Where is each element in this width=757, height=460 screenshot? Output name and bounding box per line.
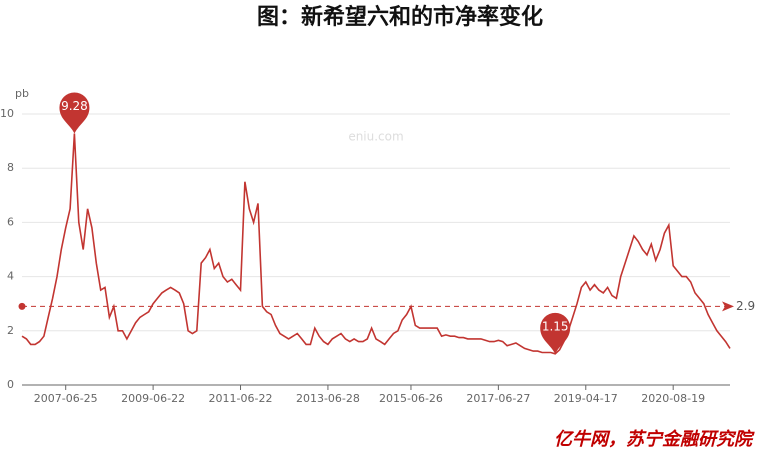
pin — [59, 92, 90, 134]
average-arrow — [722, 301, 734, 312]
y-tick-label: 6 — [7, 215, 14, 228]
y-tick-label: 0 — [7, 378, 14, 391]
x-tick-label: 2020-08-19 — [641, 392, 705, 405]
x-tick-label: 2013-06-28 — [296, 392, 360, 405]
y-tick-label: 2 — [7, 324, 14, 337]
average-start — [18, 302, 26, 310]
pin-label: 9.28 — [61, 99, 88, 113]
pin — [540, 312, 571, 354]
x-tick-label: 2015-06-26 — [379, 392, 443, 405]
watermark: eniu.com — [348, 130, 403, 144]
x-tick-label: 2017-06-27 — [466, 392, 530, 405]
chart-title: 图：新希望六和的市净率变化 — [257, 4, 543, 30]
x-tick-label: 2009-06-22 — [121, 392, 185, 405]
y-axis-label: pb — [15, 87, 29, 100]
x-tick-label: 2011-06-22 — [209, 392, 273, 405]
line — [21, 133, 731, 355]
average-label: 2.9 — [736, 299, 755, 313]
y-tick-label: 4 — [7, 270, 14, 283]
x-tick-label: 2007-06-25 — [34, 392, 98, 405]
y-tick-label: 10 — [0, 107, 14, 120]
x-tick-label: 2019-04-17 — [554, 392, 618, 405]
y-tick-label: 8 — [7, 161, 14, 174]
source: 亿牛网，苏宁金融研究院 — [554, 429, 755, 449]
pin-label: 1.15 — [542, 319, 569, 333]
